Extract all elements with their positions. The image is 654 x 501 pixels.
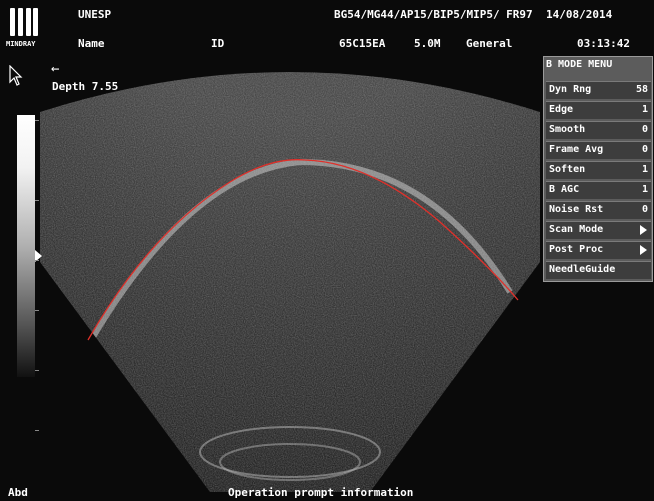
- menu-item-soften[interactable]: Soften 1: [546, 161, 651, 179]
- menu-item-value: 0: [641, 204, 648, 215]
- acquisition-params: BG54/MG44/AP15/BIP5/MIP5/ FR97: [334, 8, 533, 21]
- menu-item-frame-avg[interactable]: Frame Avg 0: [546, 141, 651, 159]
- menu-item-label: Dyn Rng: [549, 84, 592, 95]
- patient-id-label: ID: [211, 37, 225, 50]
- menu-item-value: 1: [641, 164, 648, 175]
- depth-label: Depth: [52, 80, 86, 93]
- menu-item-label: B AGC: [549, 184, 580, 195]
- depth-readout: Depth 7.55: [52, 80, 118, 93]
- submenu-arrow-icon: [640, 225, 647, 235]
- menu-item-value: 58: [635, 84, 648, 95]
- menu-item-label: NeedleGuide: [549, 264, 616, 275]
- pointer-cursor-icon: [9, 64, 25, 87]
- submenu-arrow-icon: [640, 245, 647, 255]
- b-mode-menu: B MODE MENU Dyn Rng 58 Edge 1 Smooth 0 F…: [543, 56, 653, 282]
- gray-scale-marker-icon: [35, 250, 42, 262]
- orientation-arrow-icon: ←: [51, 61, 60, 77]
- menu-item-value: 1: [641, 184, 648, 195]
- depth-ruler: [35, 60, 39, 480]
- mindray-logo: MINDRAY: [6, 6, 42, 52]
- menu-item-value: 0: [641, 144, 648, 155]
- menu-item-label: Soften: [549, 164, 586, 175]
- logo-text: MINDRAY: [6, 40, 36, 48]
- patient-name-label: Name: [78, 37, 105, 50]
- menu-item-label: Frame Avg: [549, 144, 604, 155]
- menu-item-label: Post Proc: [549, 244, 604, 255]
- menu-item-post-proc[interactable]: Post Proc: [546, 241, 651, 259]
- menu-item-dyn-rng[interactable]: Dyn Rng 58: [546, 81, 651, 99]
- ultrasound-image: [40, 72, 540, 492]
- exam-time: 03:13:42: [577, 37, 630, 50]
- menu-item-b-agc[interactable]: B AGC 1: [546, 181, 651, 199]
- menu-item-label: Scan Mode: [549, 224, 604, 235]
- gray-scale-bar: [17, 115, 35, 377]
- menu-item-noise-rst[interactable]: Noise Rst 0: [546, 201, 651, 219]
- boundary-trace: [87, 159, 519, 341]
- menu-item-value: 0: [641, 124, 648, 135]
- menu-item-label: Edge: [549, 104, 574, 115]
- exam-mode: Abd: [8, 486, 28, 499]
- exam-date: 14/08/2014: [546, 8, 613, 21]
- institution-name: UNESP: [78, 8, 112, 21]
- menu-item-edge[interactable]: Edge 1: [546, 101, 651, 119]
- menu-item-label: Noise Rst: [549, 204, 604, 215]
- operation-prompt: Operation prompt information: [228, 486, 414, 499]
- menu-item-value: 1: [641, 104, 648, 115]
- depth-value: 7.55: [91, 80, 119, 93]
- probe-frequency: 5.0M: [414, 37, 441, 50]
- exam-preset: General: [466, 37, 513, 50]
- logo-mark-icon: [10, 8, 38, 36]
- menu-item-scan-mode[interactable]: Scan Mode: [546, 221, 651, 239]
- menu-item-smooth[interactable]: Smooth 0: [546, 121, 651, 139]
- menu-item-label: Smooth: [549, 124, 586, 135]
- probe-model: 65C15EA: [339, 37, 386, 50]
- menu-title: B MODE MENU: [546, 59, 613, 70]
- menu-item-needle-guide[interactable]: NeedleGuide: [546, 261, 651, 279]
